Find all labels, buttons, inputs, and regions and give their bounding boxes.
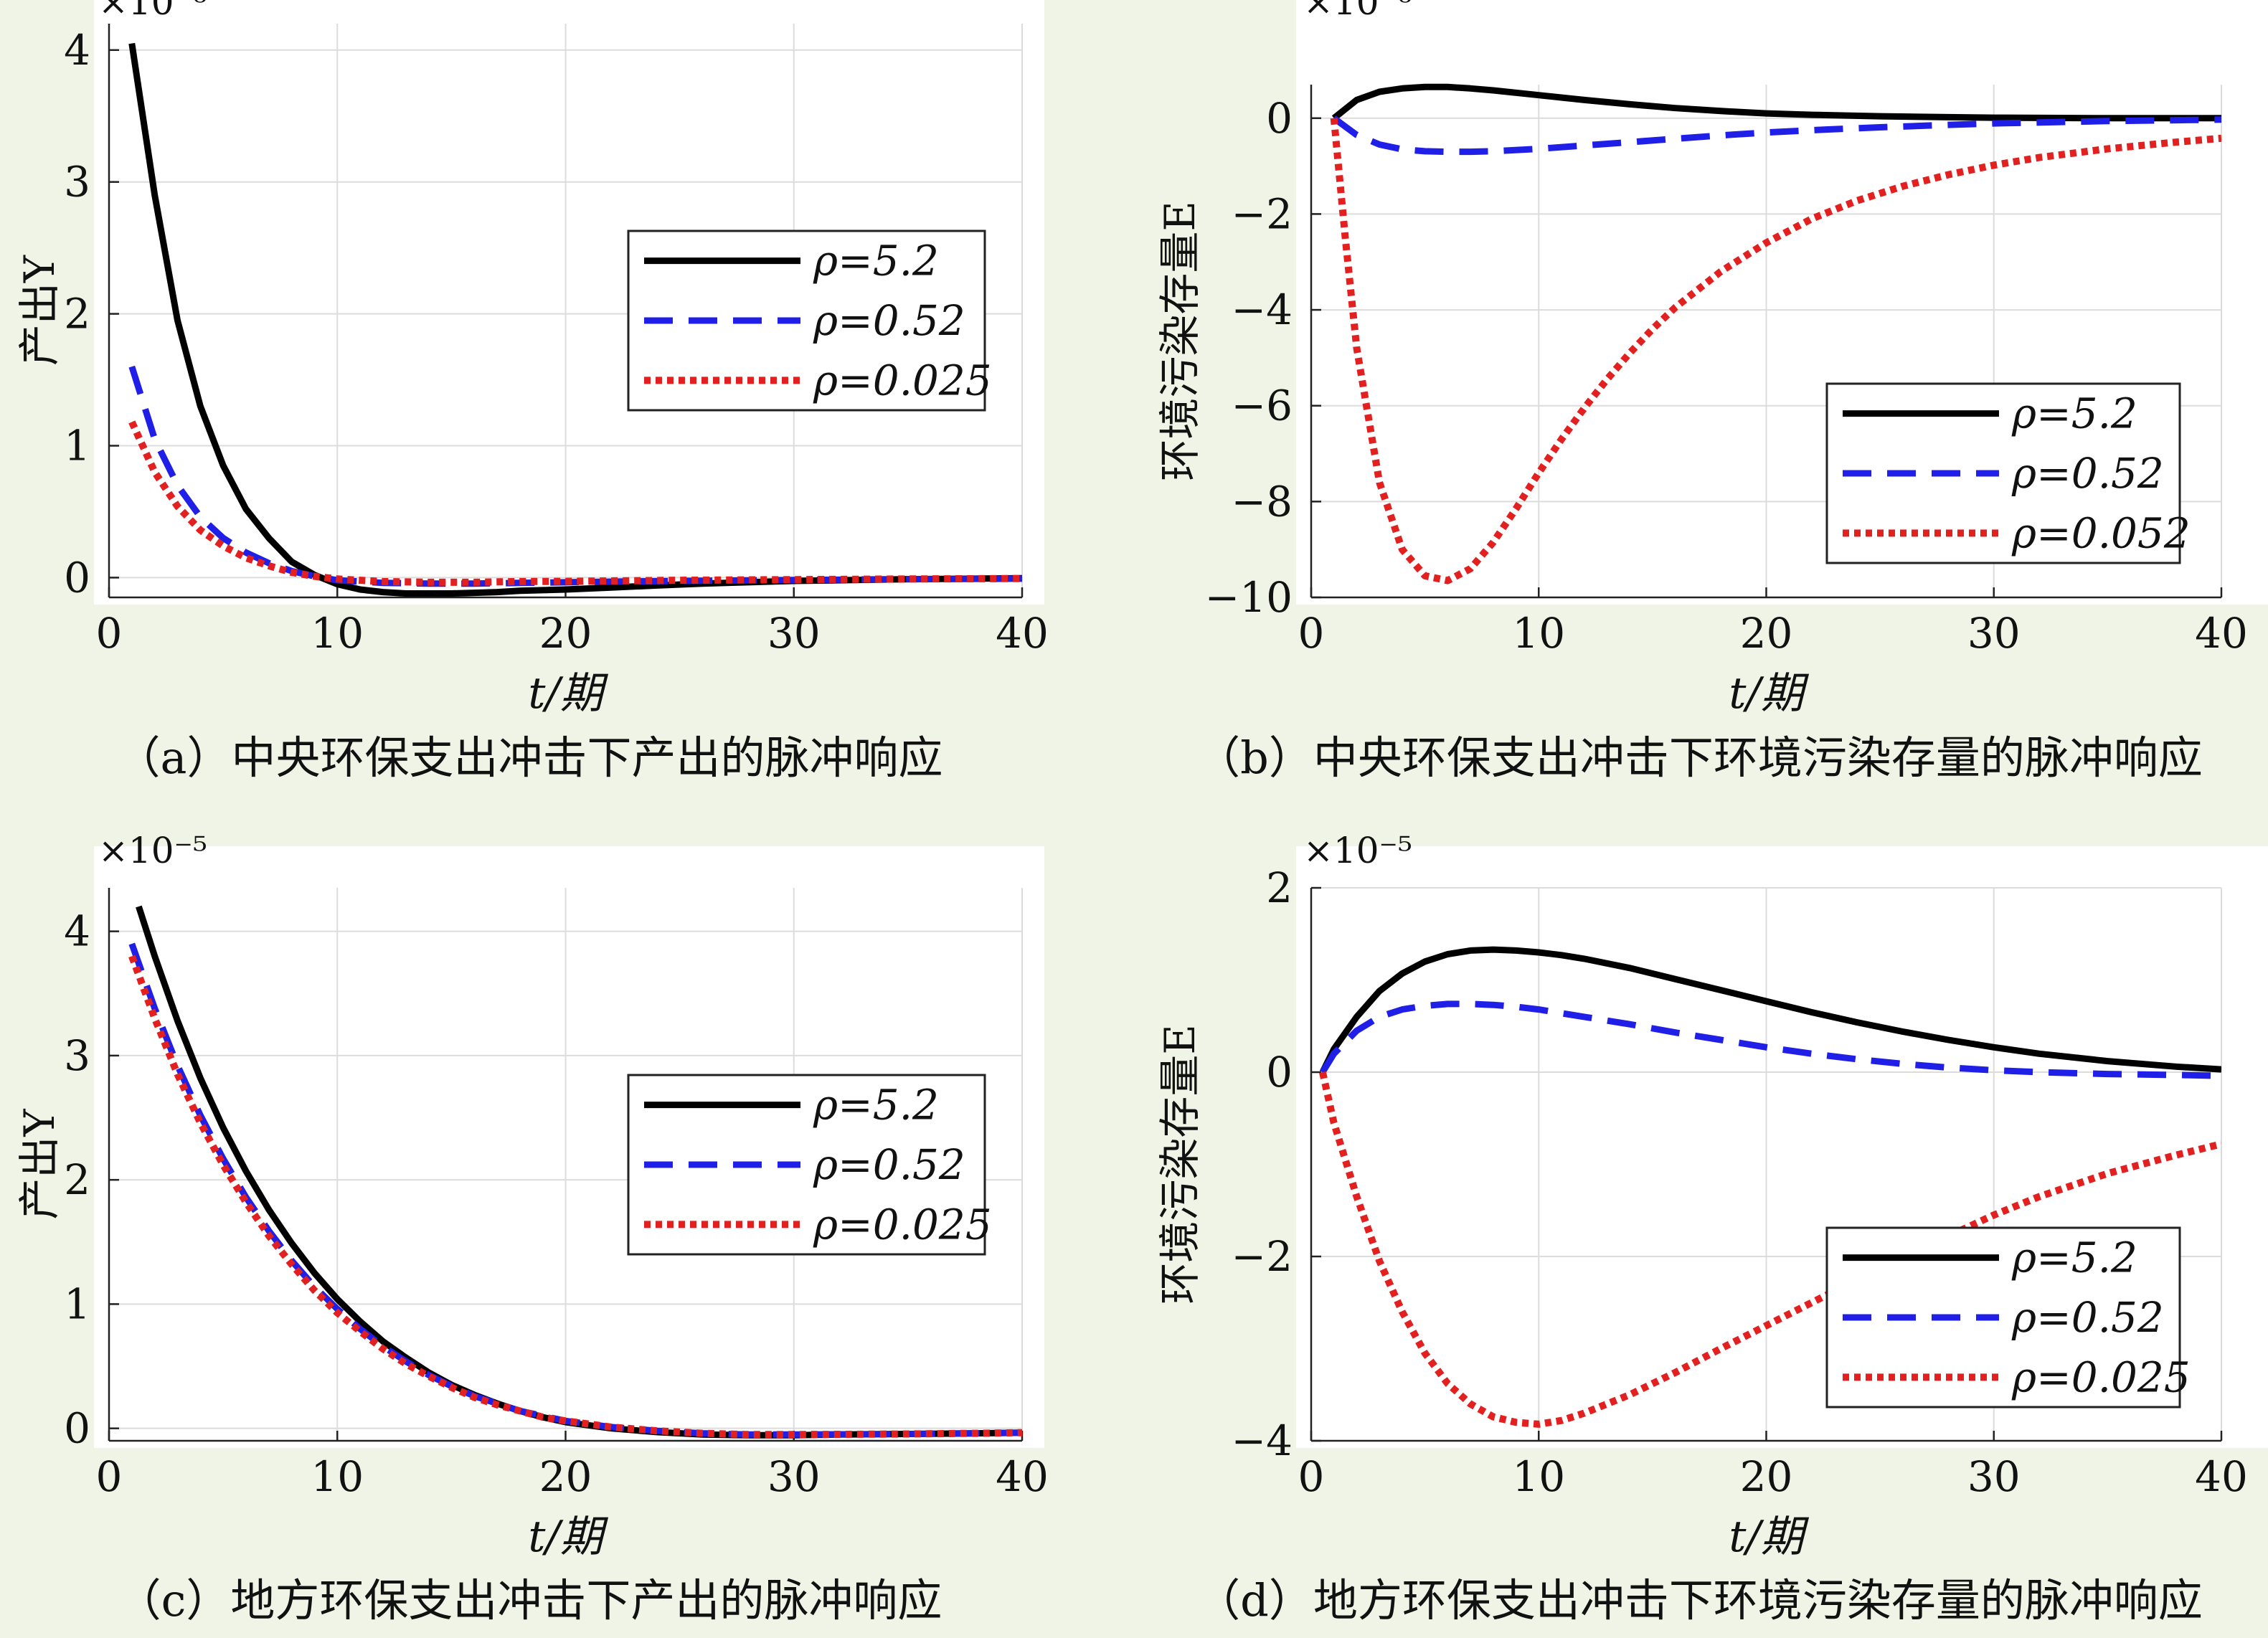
y-tick-label: 0 xyxy=(1266,1048,1293,1097)
legend-label: ρ=0.025 xyxy=(2011,1353,2191,1401)
series-line-dotted xyxy=(128,420,1022,586)
x-tick-label: 0 xyxy=(1298,1452,1325,1501)
panel-caption: （a）中央环保支出冲击下产出的脉冲响应 xyxy=(116,732,943,784)
y-tick-label: −4 xyxy=(1232,1416,1293,1465)
x-tick-label: 20 xyxy=(539,609,592,658)
y-tick-label: 2 xyxy=(1266,863,1293,912)
legend-label: ρ=0.52 xyxy=(2011,1293,2164,1342)
panel-caption: （d）地方环保支出冲击下环境污染存量的脉冲响应 xyxy=(1196,1574,2203,1627)
x-tick-label: 20 xyxy=(1740,609,1793,658)
y-tick-label: 2 xyxy=(64,290,90,339)
x-tick-label: 40 xyxy=(2195,609,2248,658)
x-tick-label: 40 xyxy=(2195,1452,2248,1501)
y-tick-label: 2 xyxy=(64,1155,90,1204)
y-tick-label: 1 xyxy=(64,422,90,470)
legend-label: ρ=5.2 xyxy=(2011,389,2137,438)
chart-panel-a: 0 10 20 30 40 0 1 2 3 4 ×10⁻⁶ t/期 产出Y （a）中央环保支出冲击下产出的… xyxy=(15,0,1049,784)
legend-label: ρ=5.2 xyxy=(813,1081,939,1130)
legend-label: ρ=0.52 xyxy=(813,296,965,345)
x-tick-label: 10 xyxy=(1512,609,1565,658)
series-line-dotted xyxy=(1319,1071,2221,1428)
y-tick-label: 1 xyxy=(64,1279,90,1328)
exponent-label: ×10⁻⁶ xyxy=(1303,0,1412,23)
series-line-dotted xyxy=(1330,118,2221,584)
x-tick-label: 10 xyxy=(1512,1452,1565,1501)
x-tick-label: 20 xyxy=(539,1452,592,1501)
legend-label: ρ=5.2 xyxy=(2011,1234,2137,1282)
y-axis-label: 产出Y xyxy=(15,1109,64,1220)
y-tick-label: 3 xyxy=(64,1031,90,1080)
y-tick-label: 4 xyxy=(64,26,90,75)
x-axis-label: t/期 xyxy=(1729,1512,1809,1562)
y-tick-label: 4 xyxy=(64,907,90,956)
y-tick-label: −10 xyxy=(1205,573,1293,622)
x-tick-label: 30 xyxy=(767,609,821,658)
x-tick-label: 0 xyxy=(96,609,123,658)
x-tick-label: 0 xyxy=(1298,609,1325,658)
exponent-label: ×10⁻⁶ xyxy=(98,0,207,23)
legend-label: ρ=0.025 xyxy=(813,1200,992,1249)
y-tick-label: −2 xyxy=(1232,1232,1293,1281)
legend-label: ρ=0.52 xyxy=(813,1140,965,1189)
x-tick-label: 10 xyxy=(311,1452,364,1501)
x-tick-label: 40 xyxy=(996,609,1049,658)
chart-panel-d: 0 10 20 30 40 −4 −2 0 2×10⁻⁵ t/期 环境污染存量E （d）地方环保支出冲… xyxy=(1156,830,2268,1627)
y-tick-label: 0 xyxy=(64,553,90,602)
y-tick-label: −8 xyxy=(1232,477,1293,526)
y-tick-label: 0 xyxy=(64,1404,90,1453)
x-tick-label: 30 xyxy=(1967,609,2021,658)
series-line-solid xyxy=(1319,946,2221,1074)
legend-label: ρ=0.52 xyxy=(2011,449,2164,498)
series-line-solid xyxy=(1331,83,2221,122)
y-tick-label: 3 xyxy=(64,158,90,207)
y-axis-label: 产出Y xyxy=(15,255,64,366)
series-line-dashed xyxy=(1332,115,2221,156)
y-tick-label: −6 xyxy=(1232,382,1293,430)
legend-label: ρ=0.052 xyxy=(2011,508,2191,557)
y-tick-label: −4 xyxy=(1232,285,1293,334)
legend-label: ρ=5.2 xyxy=(813,237,939,285)
series-line-solid xyxy=(128,42,1022,597)
series-line-dotted xyxy=(128,955,1022,1439)
y-axis-label: 环境污染存量E xyxy=(1156,201,1204,480)
x-tick-label: 30 xyxy=(767,1452,821,1501)
x-tick-label: 40 xyxy=(996,1452,1049,1501)
y-tick-label: −2 xyxy=(1232,189,1293,238)
x-axis-label: t/期 xyxy=(528,1512,608,1562)
x-tick-label: 0 xyxy=(96,1452,123,1501)
x-axis-label: t/期 xyxy=(528,668,608,719)
x-axis-label: t/期 xyxy=(1729,668,1809,719)
exponent-label: ×10⁻⁵ xyxy=(1303,830,1412,871)
series-line-dashed xyxy=(1320,1000,2221,1079)
chart-panel-c: 0 10 20 30 40 0 1 2 3 4×10⁻⁵ t/期 产出Y （c）地方环保支出冲击下产出的… xyxy=(15,830,1049,1627)
panel-caption: （c）地方环保支出冲击下产出的脉冲响应 xyxy=(117,1574,942,1627)
x-tick-label: 20 xyxy=(1740,1452,1793,1501)
legend-label: ρ=0.025 xyxy=(813,356,992,404)
y-tick-label: 0 xyxy=(1266,94,1293,143)
chart-panel-b: 0 10 20 30 40 −10 −8 −6 −4 −2 0 ×10⁻⁶ t/期 环境污染存量E （b）中… xyxy=(1156,0,2268,784)
x-tick-label: 30 xyxy=(1967,1452,2021,1501)
y-axis-label: 环境污染存量E xyxy=(1156,1024,1204,1304)
x-tick-label: 10 xyxy=(311,609,364,658)
panel-caption: （b）中央环保支出冲击下环境污染存量的脉冲响应 xyxy=(1196,732,2203,784)
exponent-label: ×10⁻⁵ xyxy=(98,830,207,871)
